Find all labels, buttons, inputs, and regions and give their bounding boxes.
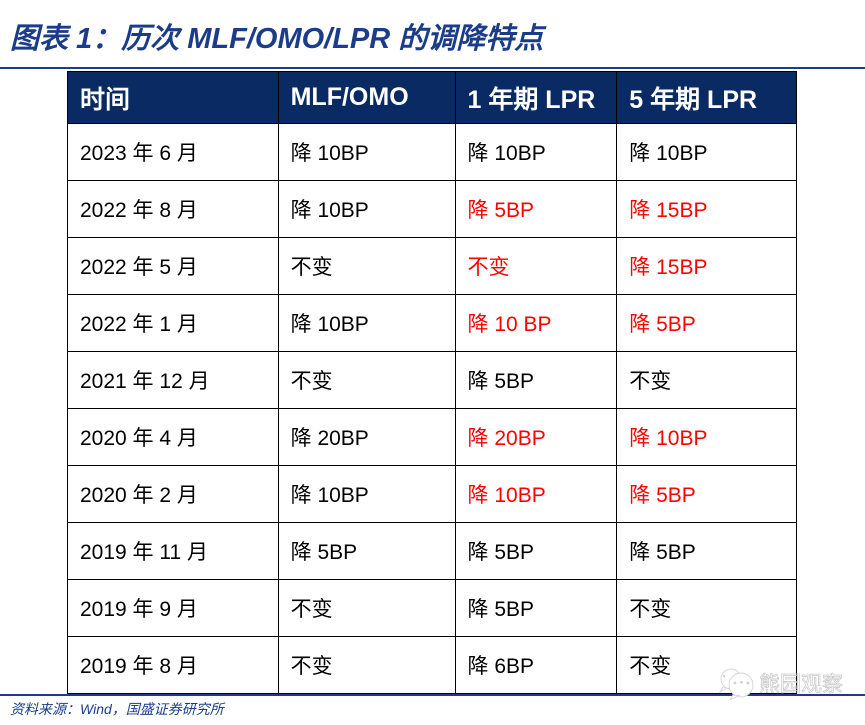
- svg-text:熊园观察: 熊园观察: [759, 673, 843, 696]
